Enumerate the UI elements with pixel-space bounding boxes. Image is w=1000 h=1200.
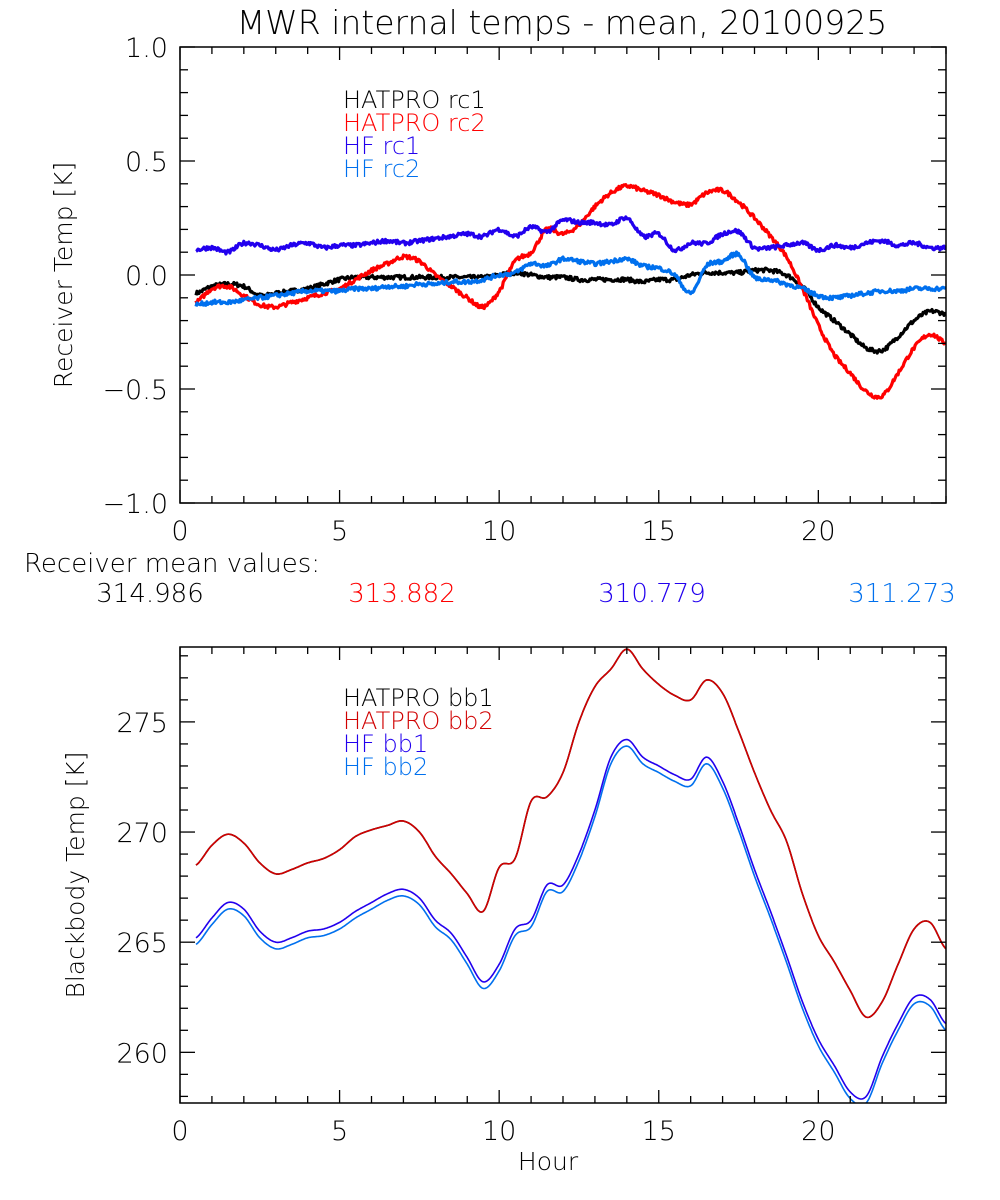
x-tick-label: 20 bbox=[801, 1116, 835, 1147]
plot-frame bbox=[179, 646, 947, 1104]
x-tick-label: 10 bbox=[482, 1116, 516, 1147]
x-tick-label: 20 bbox=[801, 516, 835, 547]
series-line-hf-bb1 bbox=[195, 738, 946, 1100]
series-line-hf-rc2 bbox=[194, 250, 946, 307]
mean-value-hf-rc2: 311.273 bbox=[848, 579, 956, 609]
series-line-hatpro-rc1 bbox=[194, 266, 946, 355]
series-line-hatpro-rc2 bbox=[194, 183, 946, 400]
legend-entry-hf-bb2: HF bb2 bbox=[343, 753, 428, 781]
mean-value-hf-rc1: 310.779 bbox=[598, 579, 706, 609]
mean-value-hatpro-rc1: 314.986 bbox=[96, 579, 204, 609]
series-line-hf-rc1 bbox=[195, 215, 946, 256]
y-tick-label: 0.0 bbox=[125, 261, 168, 292]
y-axis-label: Blackbody Temp [K] bbox=[61, 751, 90, 998]
receiver-temp-panel: 0 5 10 15 20 −1.0 −0.5 0.0 0.5 1.0 Receiver Temp [… bbox=[49, 33, 947, 547]
mean-value-hatpro-rc2: 313.882 bbox=[348, 579, 456, 609]
receiver-mean-values: Receiver mean values: 314.986 313.882 31… bbox=[24, 549, 956, 609]
y-tick-label: −0.5 bbox=[102, 375, 168, 406]
legend-entry-hf-rc2: HF rc2 bbox=[343, 155, 420, 183]
series-line-hf-bb2 bbox=[195, 745, 946, 1103]
y-tick-label: 0.5 bbox=[125, 147, 168, 178]
x-tick-label: 0 bbox=[171, 516, 188, 547]
mean-values-label: Receiver mean values: bbox=[24, 549, 320, 579]
y-tick-label: 270 bbox=[116, 818, 168, 849]
x-tick-label: 10 bbox=[482, 516, 516, 547]
y-tick-label: 1.0 bbox=[125, 33, 168, 64]
y-axis-label: Receiver Temp [K] bbox=[49, 162, 78, 389]
x-tick-label: 5 bbox=[331, 516, 348, 547]
y-tick-label: −1.0 bbox=[102, 489, 168, 520]
x-tick-label: 15 bbox=[642, 516, 676, 547]
blackbody-temp-panel: 0 5 10 15 20 260 265 270 275 Blackbody Temp [K] Ho… bbox=[61, 646, 947, 1176]
legend-entry-hatpro-bb2: HATPRO bb2 bbox=[343, 707, 494, 735]
series-line-hatpro-bb2 bbox=[195, 648, 946, 1019]
y-tick-label: 265 bbox=[116, 928, 168, 959]
x-axis-label: Hour bbox=[518, 1147, 579, 1176]
legend-entry-hatpro-bb1: HATPRO bb1 bbox=[343, 684, 494, 712]
figure-title: MWR internal temps - mean, 20100925 bbox=[237, 3, 888, 42]
series-group bbox=[195, 648, 946, 1103]
legend-entry-hatpro-rc1: HATPRO rc1 bbox=[343, 86, 486, 114]
x-tick-label: 0 bbox=[171, 1116, 188, 1147]
legend-entry-hf-rc1: HF rc1 bbox=[343, 132, 420, 160]
x-tick-label: 5 bbox=[331, 1116, 348, 1147]
legend-entry-hatpro-rc2: HATPRO rc2 bbox=[343, 109, 486, 137]
y-tick-label: 260 bbox=[116, 1038, 168, 1069]
series-group bbox=[194, 183, 946, 400]
legend-entry-hf-bb1: HF bb1 bbox=[343, 730, 428, 758]
y-tick-label: 275 bbox=[116, 708, 168, 739]
x-tick-label: 15 bbox=[642, 1116, 676, 1147]
